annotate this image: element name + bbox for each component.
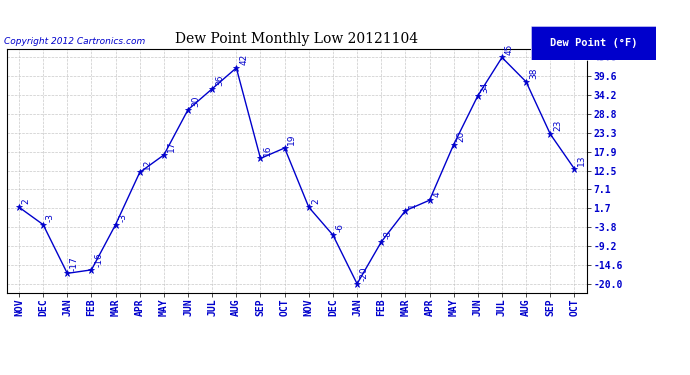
Text: 34: 34 xyxy=(481,82,490,93)
Text: 19: 19 xyxy=(288,134,297,145)
Text: Copyright 2012 Cartronics.com: Copyright 2012 Cartronics.com xyxy=(4,38,146,46)
Text: 36: 36 xyxy=(215,75,224,86)
Text: 2: 2 xyxy=(22,199,31,204)
Title: Dew Point Monthly Low 20121104: Dew Point Monthly Low 20121104 xyxy=(175,32,418,46)
Text: 23: 23 xyxy=(553,120,562,131)
Text: 20: 20 xyxy=(457,130,466,142)
Text: -17: -17 xyxy=(70,256,79,271)
Text: 17: 17 xyxy=(167,141,176,152)
Text: -8: -8 xyxy=(384,230,393,239)
Text: -16: -16 xyxy=(95,252,103,267)
Text: 30: 30 xyxy=(191,95,200,107)
Text: 16: 16 xyxy=(264,144,273,156)
Text: 2: 2 xyxy=(312,199,321,204)
Text: 12: 12 xyxy=(143,158,152,170)
Text: 38: 38 xyxy=(529,68,538,79)
Text: 13: 13 xyxy=(578,154,586,166)
Text: 1: 1 xyxy=(408,202,417,208)
Text: 42: 42 xyxy=(239,54,248,65)
Text: -3: -3 xyxy=(119,213,128,222)
Text: -6: -6 xyxy=(336,223,345,232)
Text: -20: -20 xyxy=(360,266,369,281)
Text: 45: 45 xyxy=(505,43,514,55)
Text: -3: -3 xyxy=(46,213,55,222)
Text: Dew Point (°F): Dew Point (°F) xyxy=(550,38,637,48)
Text: 4: 4 xyxy=(433,192,442,198)
